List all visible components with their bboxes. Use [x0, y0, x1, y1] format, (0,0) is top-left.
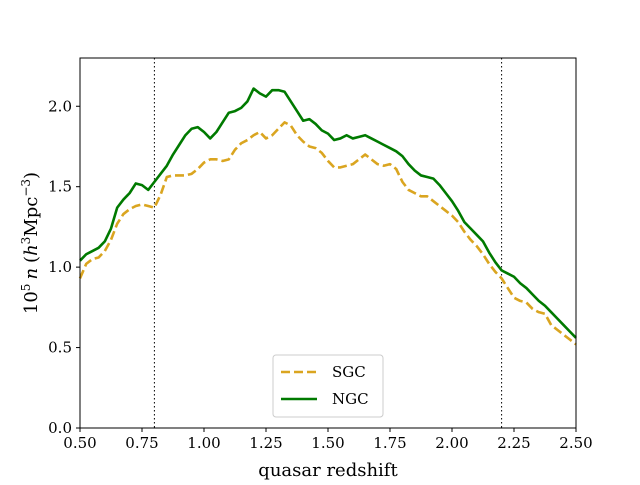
x-tick-label: 2.00 — [435, 434, 468, 452]
y-tick-label: 1.5 — [48, 178, 72, 196]
y-label-var: n — [21, 268, 42, 280]
x-tick-label: 1.50 — [311, 434, 344, 452]
legend-label-ngc: NGC — [332, 390, 369, 408]
x-tick-label: 0.50 — [63, 434, 96, 452]
x-tick-label: 0.75 — [125, 434, 158, 452]
y-label-unit: Mpc — [21, 197, 42, 237]
legend: SGC NGC — [272, 354, 384, 418]
series-layer — [78, 87, 577, 346]
x-tick-label: 2.25 — [497, 434, 530, 452]
reference-lines — [153, 58, 503, 428]
y-tick-label: 2.0 — [48, 97, 72, 115]
y-label-prefix-exp: 5 — [19, 284, 33, 292]
y-label-close: ) — [21, 172, 42, 179]
legend-label-sgc: SGC — [332, 363, 366, 381]
y-tick-label: 0.5 — [48, 339, 72, 357]
legend-box — [272, 354, 384, 418]
y-label-prefix: 10 — [21, 291, 42, 314]
y-tick-label: 1.0 — [48, 258, 72, 276]
x-tick-label: 1.75 — [373, 434, 406, 452]
y-tick-label: 0.0 — [48, 419, 72, 437]
y-label-h-exp: 3 — [19, 237, 33, 245]
y-label-h: h — [21, 244, 42, 256]
x-axis-label: quasar redshift — [258, 460, 398, 480]
y-label-unit-exp: −3 — [19, 179, 33, 197]
series-line-sgc — [78, 121, 577, 346]
y-label-open: ( — [21, 256, 42, 263]
y-axis-label: 105 n (h3Mpc−3) — [19, 172, 42, 314]
series-line-ngc — [79, 87, 577, 339]
x-tick-label: 1.00 — [187, 434, 220, 452]
axis-ticks: 0.50 0.75 1.00 1.25 1.50 1.75 2.00 2.25 2.50 0.0 0… — [48, 97, 593, 452]
x-tick-label: 2.50 — [559, 434, 592, 452]
x-tick-label: 1.25 — [249, 434, 282, 452]
